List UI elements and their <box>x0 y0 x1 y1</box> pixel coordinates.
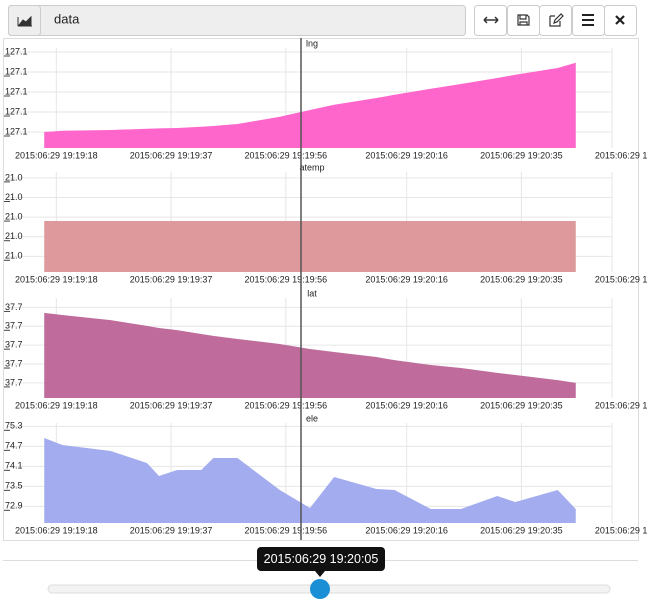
y-tick-label: 127.1 <box>5 86 28 96</box>
y-tick-label: 37.7 <box>5 358 23 368</box>
save-button[interactable] <box>507 5 540 36</box>
edit-button[interactable] <box>539 5 572 36</box>
y-tick-label: 127.1 <box>5 46 28 56</box>
y-tick-label: 75.3 <box>5 421 23 431</box>
chart-title: ele <box>306 413 318 423</box>
y-tick-label: 37.7 <box>5 377 23 387</box>
x-tick-label: 2015:06:29 19:19:18 <box>15 150 98 160</box>
x-tick-label: 2015:06:29 19:19:37 <box>130 150 213 160</box>
y-tick-label: 37.7 <box>5 321 23 331</box>
x-tick-label: 2015:06:29 19:20:54 <box>595 274 647 284</box>
chart-title: lng <box>306 38 318 48</box>
x-tick-label: 2015:06:29 19:20:54 <box>595 150 647 160</box>
x-tick-label: 2015:06:29 19:20:35 <box>480 274 563 284</box>
x-tick-label: 2015:06:29 19:20:16 <box>365 150 448 160</box>
menu-icon <box>582 14 594 26</box>
x-tick-label: 2015:06:29 19:19:37 <box>130 525 213 535</box>
y-tick-label: 74.7 <box>5 441 23 451</box>
x-tick-label: 2015:06:29 19:19:37 <box>130 274 213 284</box>
save-icon <box>517 14 530 26</box>
slider-tooltip <box>257 547 385 571</box>
x-tick-label: 2015:06:29 19:20:16 <box>365 400 448 410</box>
x-tick-label: 2015:06:29 19:20:35 <box>480 525 563 535</box>
slider-thumb[interactable] <box>310 579 330 599</box>
area <box>44 312 576 398</box>
charts: lng 127.1 127.1 127.1 127.1 127.1 2015:06:29 1… <box>4 38 647 535</box>
input-text[interactable]: data <box>54 11 80 26</box>
slider-value: 2015:06:29 19:20:05 <box>264 552 379 566</box>
area <box>44 62 576 148</box>
x-tick-label: 2015:06:29 19:19:18 <box>15 274 98 284</box>
y-tick-label: 127.1 <box>5 126 28 136</box>
tooltip-arrow <box>315 571 325 577</box>
y-tick-label: 127.1 <box>5 106 28 116</box>
x-tick-label: 2015:06:29 19:19:56 <box>245 274 328 284</box>
y-tick-label: 72.9 <box>5 501 23 511</box>
close-icon <box>615 15 625 25</box>
chart-title: atemp <box>299 162 324 172</box>
y-tick-label: 37.7 <box>5 302 23 312</box>
y-tick-label: 21.0 <box>5 172 23 182</box>
x-tick-label: 2015:06:29 19:19:18 <box>15 525 98 535</box>
y-tick-label: 21.0 <box>5 251 23 261</box>
x-tick-label: 2015:06:29 19:20:35 <box>480 400 563 410</box>
fit-icon <box>483 16 499 24</box>
y-tick-label: 21.0 <box>5 231 23 241</box>
y-tick-label: 74.1 <box>5 461 23 471</box>
y-tick-label: 127.1 <box>5 66 28 76</box>
y-tick-label: 37.7 <box>5 340 23 350</box>
x-tick-label: 2015:06:29 19:19:56 <box>245 400 328 410</box>
x-tick-label: 2015:06:29 19:20:54 <box>595 400 647 410</box>
x-tick-label: 2015:06:29 19:20:54 <box>595 525 647 535</box>
area <box>44 438 576 523</box>
area <box>44 221 576 272</box>
x-tick-label: 2015:06:29 19:19:37 <box>130 400 213 410</box>
x-tick-label: 2015:06:29 19:19:18 <box>15 400 98 410</box>
y-tick-label: 21.0 <box>5 192 23 202</box>
toolbar-buttons <box>474 5 637 36</box>
y-tick-label: 21.0 <box>5 211 23 221</box>
x-tick-label: 2015:06:29 19:20:16 <box>365 274 448 284</box>
edit-icon <box>549 13 564 27</box>
x-tick-label: 2015:06:29 19:19:56 <box>245 525 328 535</box>
x-tick-label: 2015:06:29 19:20:35 <box>480 150 563 160</box>
y-tick-label: 73.5 <box>5 481 23 491</box>
chart-panel <box>3 38 639 541</box>
x-tick-label: 2015:06:29 19:19:56 <box>245 150 328 160</box>
chart-title: lat <box>307 288 317 298</box>
area-chart-icon <box>17 15 32 27</box>
x-tick-label: 2015:06:29 19:20:16 <box>365 525 448 535</box>
